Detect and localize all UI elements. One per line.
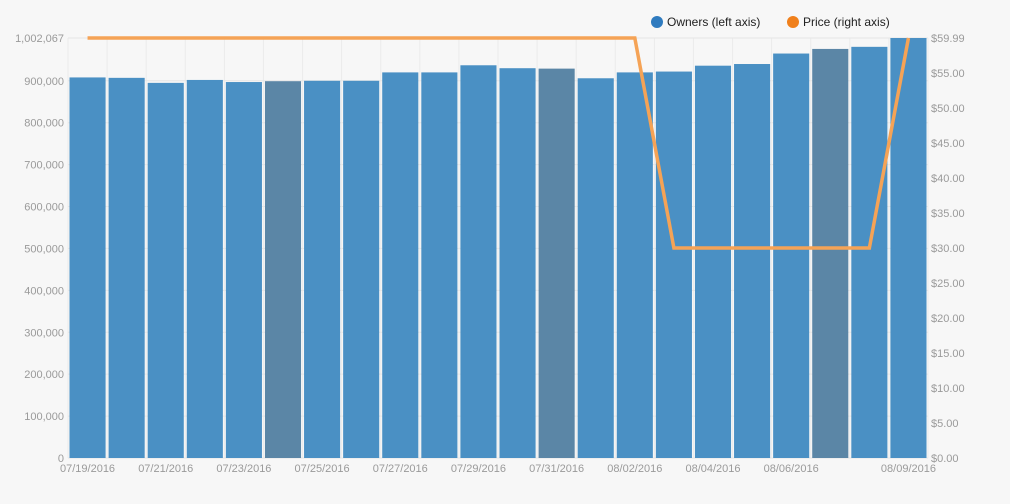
left-axis-tick-label: 1,002,067 — [15, 33, 64, 45]
right-axis-tick-label: $0.00 — [931, 453, 959, 465]
left-axis-tick-label: 300,000 — [24, 327, 64, 339]
right-axis-tick-label: $59.99 — [931, 33, 965, 45]
right-axis-tick-label: $50.00 — [931, 103, 965, 115]
owners-bar — [499, 68, 536, 459]
left-axis-tick-label: 700,000 — [24, 160, 64, 172]
owners-bar — [186, 79, 223, 459]
right-axis-tick-label: $45.00 — [931, 138, 965, 150]
right-axis-tick-label: $25.00 — [931, 278, 965, 290]
owners-bar — [225, 82, 262, 459]
owners-bar — [655, 71, 692, 458]
x-axis-tick-label: 08/04/2016 — [685, 463, 740, 475]
owners-bar — [460, 65, 497, 459]
owners-bar — [421, 72, 458, 459]
right-axis-tick-label: $55.00 — [931, 68, 965, 80]
left-axis-tick-label: 800,000 — [24, 118, 64, 130]
x-axis-tick-label: 08/02/2016 — [607, 463, 662, 475]
right-axis-tick-label: $5.00 — [931, 418, 959, 430]
owners-bar — [108, 77, 145, 459]
right-axis-tick-label: $30.00 — [931, 243, 965, 255]
owners-bar — [812, 48, 849, 458]
x-axis-tick-label: 07/23/2016 — [216, 463, 271, 475]
owners-bar — [851, 46, 888, 458]
left-axis-tick-label: 600,000 — [24, 202, 64, 214]
legend-owners-marker — [651, 16, 663, 28]
x-axis-tick-label: 08/06/2016 — [764, 463, 819, 475]
x-axis-tick-label: 07/27/2016 — [373, 463, 428, 475]
owners-bar — [694, 65, 732, 458]
right-axis-tick-label: $20.00 — [931, 313, 965, 325]
owners-bar — [304, 80, 341, 458]
x-axis-tick-label: 07/19/2016 — [60, 463, 115, 475]
owners-bar — [382, 72, 419, 459]
x-axis-tick-label: 08/09/2016 — [881, 463, 936, 475]
owners-bar — [773, 53, 810, 459]
owners-bar — [147, 82, 184, 459]
x-axis-tick-label: 07/25/2016 — [295, 463, 350, 475]
left-axis-tick-label: 400,000 — [24, 285, 64, 297]
legend-price-label: Price (right axis) — [803, 15, 890, 29]
right-axis-tick-label: $10.00 — [931, 383, 965, 395]
x-axis-tick-label: 07/21/2016 — [138, 463, 193, 475]
owners-bar — [734, 64, 771, 458]
left-axis-tick-label: 0 — [58, 453, 64, 465]
legend-price-marker — [787, 16, 799, 28]
legend-owners-label: Owners (left axis) — [667, 15, 760, 29]
x-axis-tick-label: 07/31/2016 — [529, 463, 584, 475]
price-line — [87, 36, 911, 250]
right-axis-tick-label: $35.00 — [931, 208, 965, 220]
right-axis-tick-label: $15.00 — [931, 348, 965, 360]
left-axis-tick-label: 200,000 — [24, 369, 64, 381]
left-axis-tick-label: 500,000 — [24, 243, 64, 255]
owners-bar — [616, 72, 653, 459]
owners-bar — [538, 68, 575, 458]
x-axis-tick-label: 07/29/2016 — [451, 463, 506, 475]
left-axis-tick-label: 100,000 — [24, 411, 64, 423]
owners-bar — [577, 78, 614, 458]
owners-bar — [69, 77, 106, 459]
right-axis-tick-label: $40.00 — [931, 173, 965, 185]
owners-bar — [343, 80, 380, 458]
left-axis-tick-label: 900,000 — [24, 76, 64, 88]
owners-bar — [264, 81, 302, 458]
